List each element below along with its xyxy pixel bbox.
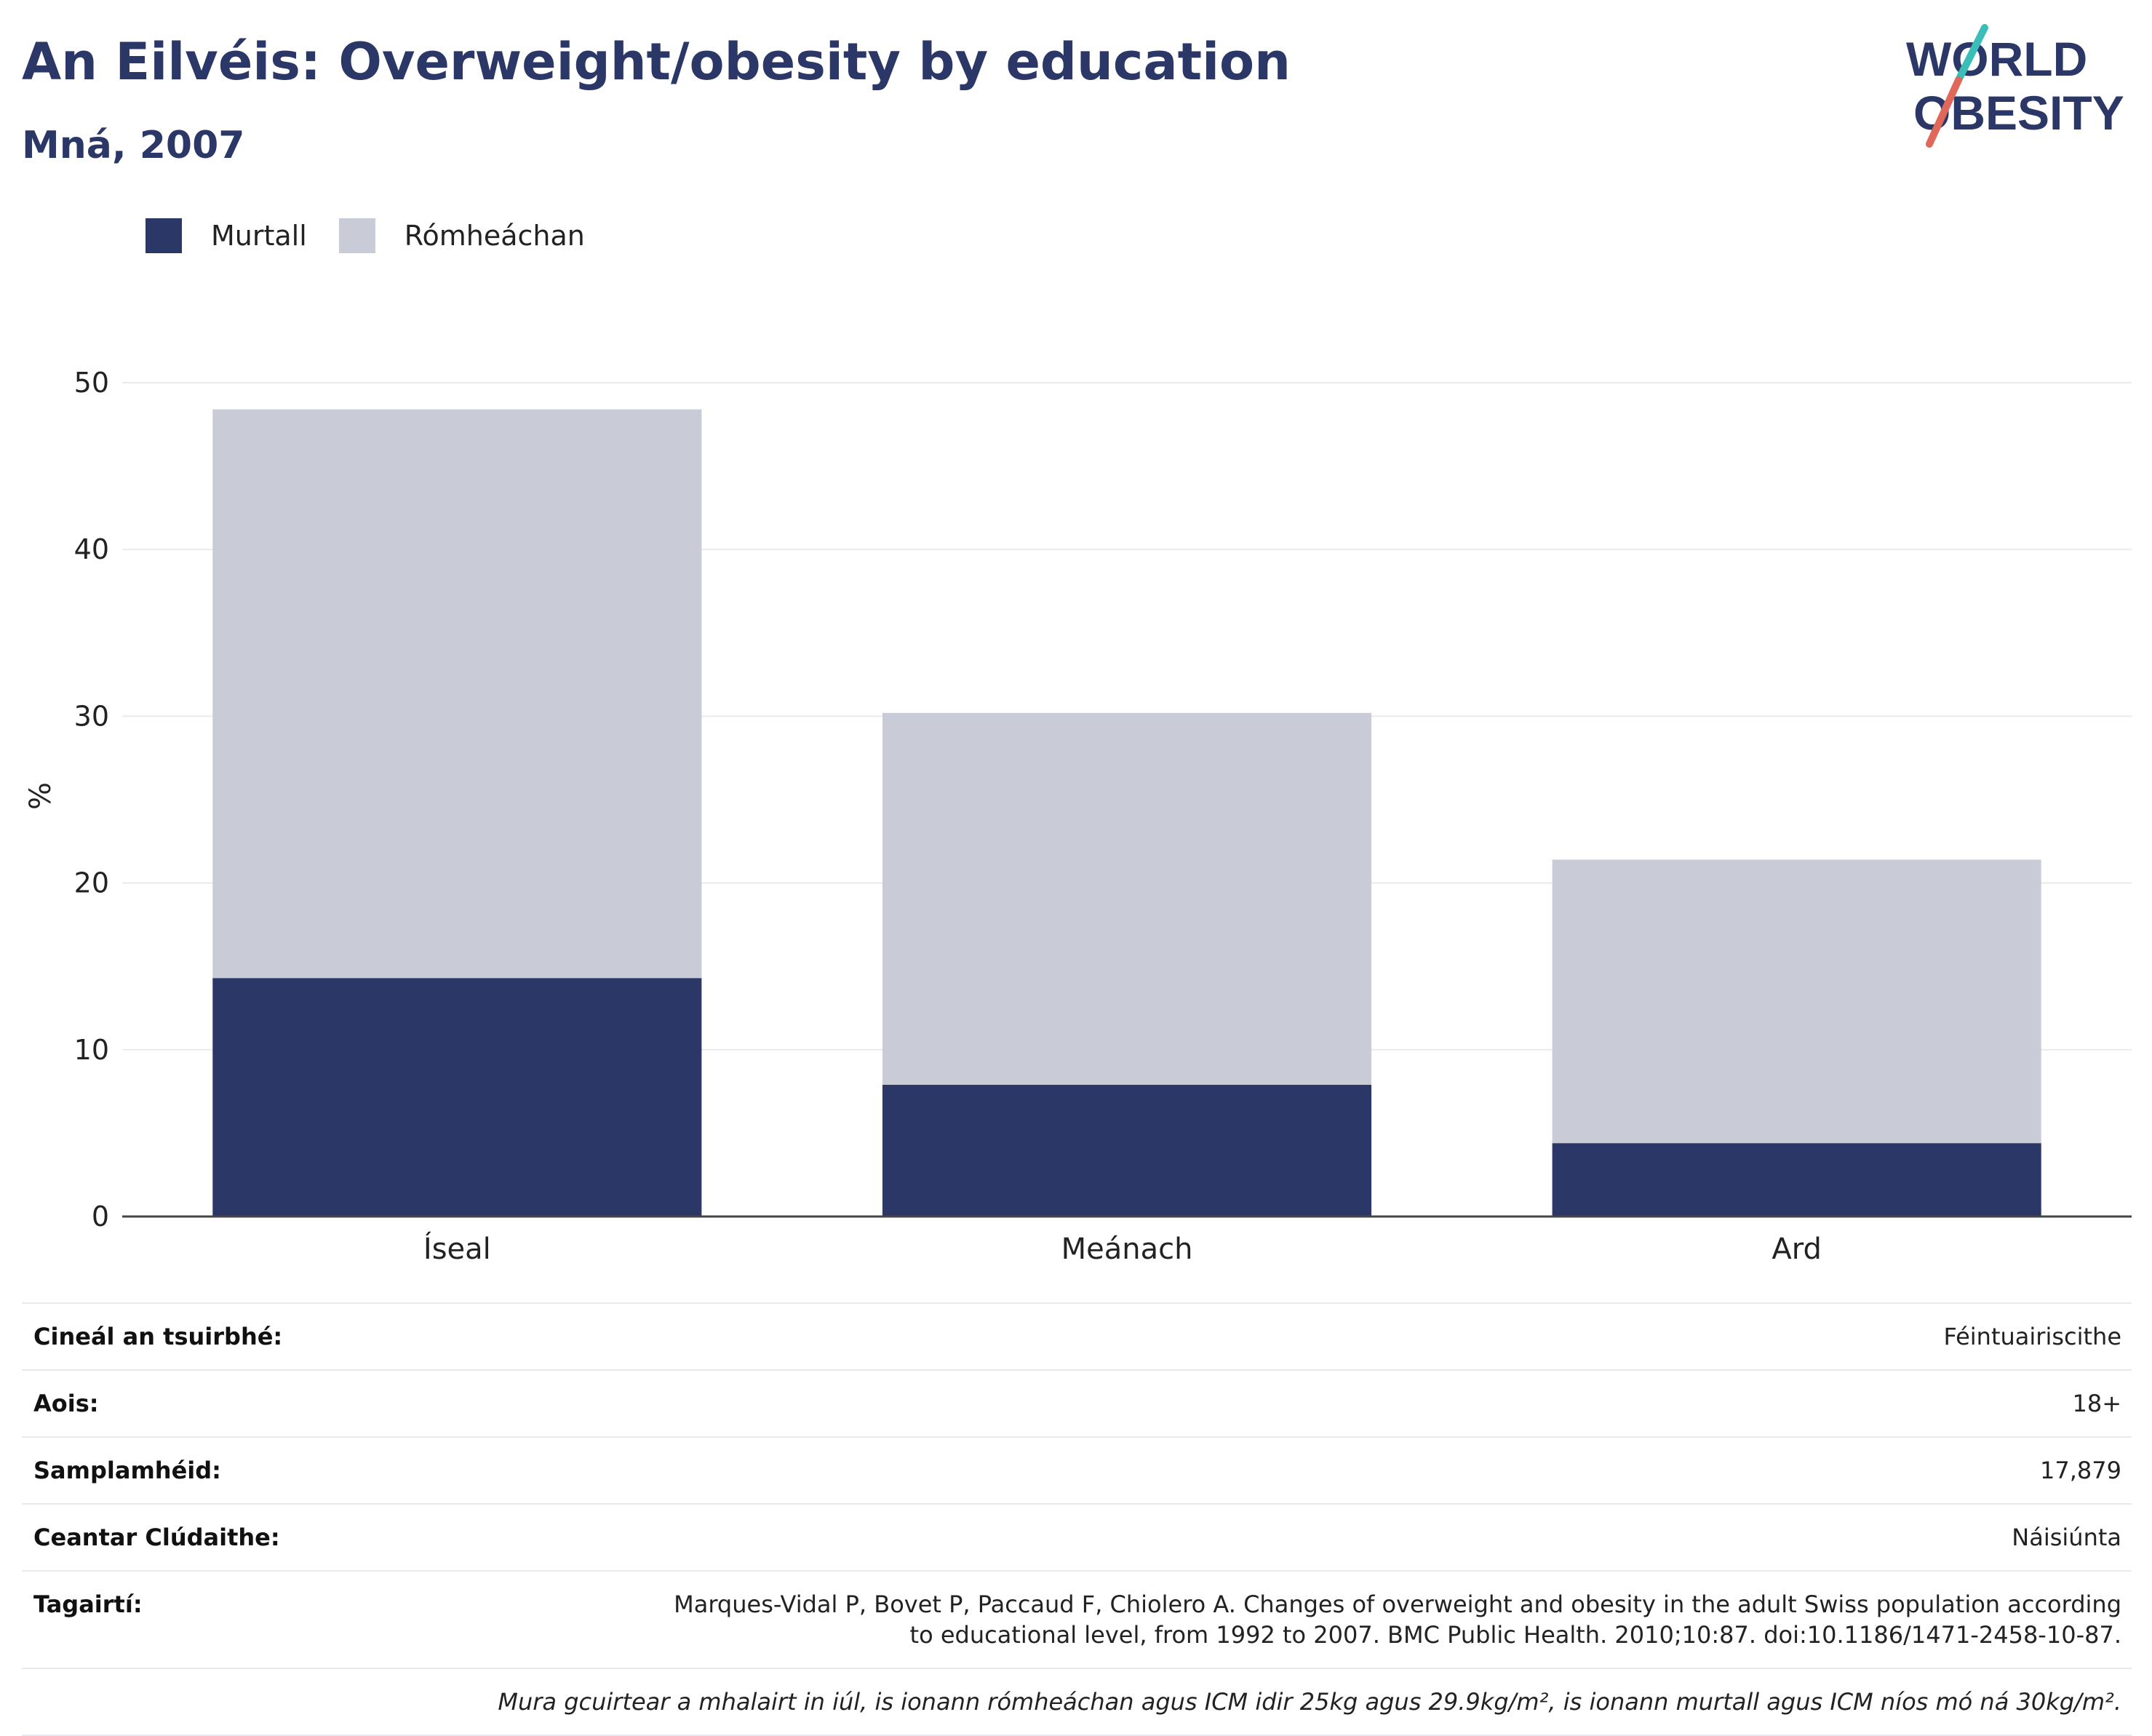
x-tick-label: Íseal bbox=[423, 1231, 491, 1266]
legend-swatch bbox=[338, 218, 375, 253]
y-tick-label: 40 bbox=[74, 533, 109, 565]
y-tick-label: 30 bbox=[74, 700, 109, 732]
legend-label: Rómheáchan bbox=[404, 220, 585, 252]
definition-note: Mura gcuirtear a mhalairt in iúl, is ion… bbox=[22, 1669, 2132, 1736]
bar-segment[interactable] bbox=[882, 712, 1372, 1085]
info-label: Ceantar Clúdaithe: bbox=[33, 1524, 280, 1551]
x-tick-label: Ard bbox=[1772, 1233, 1822, 1266]
chart-legend: Murtall Rómheáchan bbox=[146, 217, 585, 255]
bar-segment[interactable] bbox=[212, 409, 702, 979]
chart-title: An Eilvéis: Overweight/obesity by educat… bbox=[22, 32, 1291, 92]
y-tick-label: 10 bbox=[74, 1034, 109, 1066]
world-obesity-logo: WORLD OBESITY bbox=[1906, 24, 2124, 148]
x-tick-label: Meánach bbox=[1061, 1233, 1193, 1266]
y-tick-label: 20 bbox=[74, 867, 109, 899]
bar-segment[interactable] bbox=[1552, 859, 2041, 1144]
info-value: 18+ bbox=[2072, 1390, 2121, 1417]
info-row: Cineál an tsuirbhé: Féintuairiscithe bbox=[22, 1304, 2132, 1371]
logo-slash-bottom bbox=[1926, 76, 1962, 148]
legend-item[interactable]: Rómheáchan bbox=[338, 218, 585, 253]
bar-segment[interactable] bbox=[882, 1084, 1372, 1217]
bar-segment[interactable] bbox=[212, 978, 702, 1217]
info-row: Tagairtí: Marques-Vidal P, Bovet P, Pacca… bbox=[22, 1572, 2132, 1669]
logo-slash-top bbox=[1955, 24, 1988, 84]
legend-swatch bbox=[146, 218, 182, 253]
info-value: Féintuairiscithe bbox=[1943, 1323, 2121, 1350]
info-value: Marques-Vidal P, Bovet P, Paccaud F, Chi… bbox=[674, 1590, 2121, 1649]
info-row: Samplamhéid: 17,879 bbox=[22, 1438, 2132, 1505]
legend-label: Murtall bbox=[211, 220, 307, 252]
y-tick-label: 0 bbox=[92, 1201, 109, 1233]
survey-info-table: Cineál an tsuirbhé: Féintuairiscithe Aois:… bbox=[22, 1302, 2132, 1736]
info-label: Tagairtí: bbox=[33, 1590, 143, 1618]
info-row: Aois: 18+ bbox=[22, 1371, 2132, 1438]
chart-subtitle: Mná, 2007 bbox=[22, 124, 245, 167]
info-value: Náisiúnta bbox=[2012, 1524, 2121, 1551]
legend-item[interactable]: Murtall bbox=[146, 218, 307, 253]
y-tick-label: 50 bbox=[74, 367, 109, 399]
bar-segment[interactable] bbox=[1552, 1143, 2041, 1217]
info-value: 17,879 bbox=[2040, 1457, 2121, 1484]
stacked-bar-chart: 0 10 20 30 40 50 Íseal Meánach Ard bbox=[74, 367, 2132, 1266]
info-label: Samplamhéid: bbox=[33, 1457, 221, 1484]
info-row: Ceantar Clúdaithe: Náisiúnta bbox=[22, 1505, 2132, 1572]
info-label: Aois: bbox=[33, 1390, 99, 1417]
info-label: Cineál an tsuirbhé: bbox=[33, 1323, 283, 1350]
logo-text-world: WORLD bbox=[1906, 32, 2087, 86]
